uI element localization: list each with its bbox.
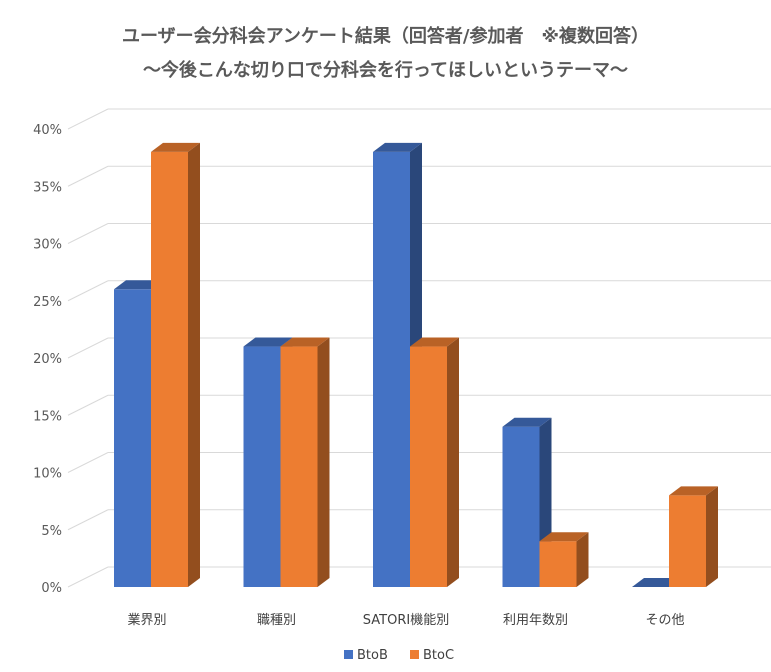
gridline [67,394,109,416]
x-tick-label: 業界別 [127,612,166,628]
legend-swatch-btoc [410,650,419,659]
y-tick-label: 10% [33,467,62,482]
x-tick-label: 職種別 [257,612,296,628]
gridline [67,337,109,359]
bar-top-btob [632,578,681,587]
bar-top-btob [502,417,552,427]
y-tick-label: 35% [33,180,62,195]
gridline [67,223,109,244]
y-tick-label: 0% [41,581,62,596]
bar-side-btoc [447,337,459,587]
y-tick-label: 25% [33,295,62,310]
gridline [67,165,109,187]
bar-btob [502,426,540,587]
y-tick-label: 15% [33,409,62,424]
legend-label-btob: BtoB [357,648,388,663]
y-tick-label: 30% [33,238,62,253]
bar-btob [373,151,410,587]
y-tick-label: 5% [41,524,62,539]
bar-top-btoc [151,142,200,152]
gridline [67,108,109,130]
bar-btoc [151,151,188,587]
bar-side-btoc [188,142,200,587]
bar-side-btoc [317,337,330,587]
bar-top-btob [373,142,422,152]
gridline [67,280,109,302]
gridline [67,452,109,473]
legend-swatch-btob [344,650,353,659]
legend-label-btoc: BtoC [423,648,454,663]
bar-top-btoc [410,337,459,347]
bar-top-btoc [669,486,718,496]
y-tick-label: 20% [33,352,62,367]
x-tick-label: その他 [645,613,684,628]
bar-btoc [539,541,577,587]
bar-top-btob [243,337,293,347]
bar-btob [243,346,281,587]
gridline [67,566,109,588]
bar-top-btob [114,280,163,290]
chart-title: ユーザー会分科会アンケート結果（回答者/参加者 ※複数回答） [122,26,649,47]
bar-btoc [669,495,706,587]
x-tick-label: 利用年数別 [503,613,568,628]
x-tick-label: SATORI機能別 [363,613,449,628]
bar-btob [114,289,151,587]
chart-subtitle: ～今後こんな切り口で分科会を行ってほしいというテーマ～ [142,60,629,81]
gridline [67,509,109,531]
y-tick-label: 40% [33,123,62,138]
bar-side-btoc [576,532,589,587]
bar-top-btoc [539,532,589,542]
bar-btoc [280,346,318,587]
bar-btoc [410,346,447,587]
bar-side-btoc [706,486,718,587]
bar-top-btoc [280,337,330,347]
